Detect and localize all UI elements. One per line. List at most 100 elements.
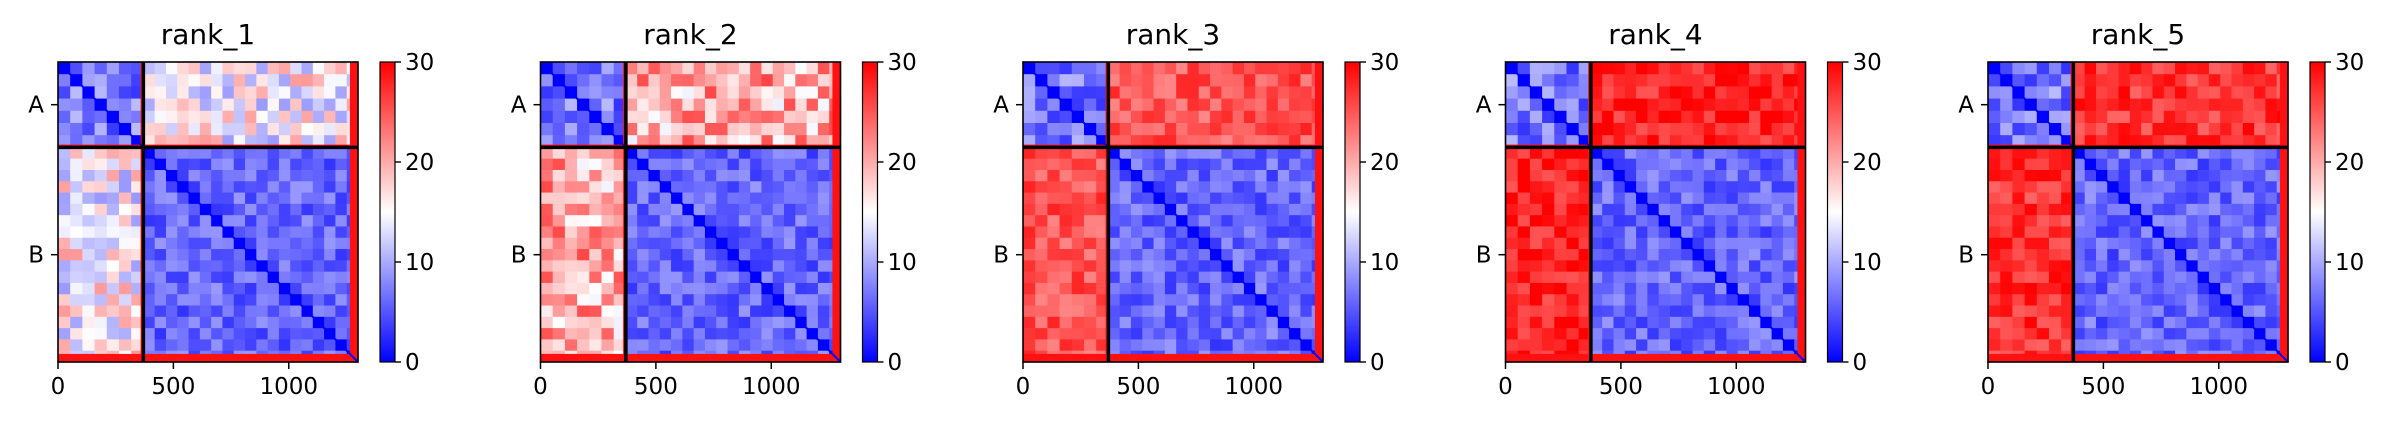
heatmap-cell	[2242, 305, 2255, 318]
heatmap-cell	[637, 282, 650, 295]
heatmap-cell	[1108, 305, 1121, 318]
heatmap-cell	[1035, 122, 1048, 136]
heatmap-cell	[671, 282, 683, 295]
heatmap-cell	[118, 260, 132, 273]
heatmap-cell	[577, 215, 590, 228]
heatmap-cell	[143, 169, 156, 182]
heatmap-cell	[2084, 237, 2097, 250]
heatmap-cell	[1153, 86, 1166, 100]
heatmap-cell	[1153, 98, 1166, 112]
heatmap-cell	[1715, 260, 1728, 273]
heatmap-cell	[1153, 181, 1166, 194]
heatmap-cell	[1517, 305, 1531, 318]
heatmap-cell	[2129, 305, 2142, 318]
heatmap-cell	[106, 328, 120, 341]
heatmap-cell	[1624, 282, 1637, 295]
heatmap-cell	[2265, 249, 2278, 261]
heatmap-cell	[1198, 86, 1211, 100]
heatmap-cell	[601, 260, 615, 273]
heatmap-cell	[1153, 203, 1166, 216]
heatmap-cell	[1221, 215, 1234, 228]
heatmap-cell	[1613, 271, 1626, 284]
heatmap-cell	[1083, 237, 1097, 250]
heatmap-cell	[1636, 282, 1648, 295]
heatmap-cell	[267, 215, 280, 228]
heatmap-cell	[2073, 260, 2086, 273]
heatmap-cell	[1289, 237, 1302, 250]
heatmap-cell	[312, 215, 325, 228]
heatmap-cell	[2061, 282, 2074, 295]
heatmap-cell	[1715, 192, 1728, 205]
heatmap-cell	[1529, 192, 1543, 205]
heatmap-cell	[188, 86, 201, 100]
heatmap-cell	[1210, 215, 1222, 228]
heatmap-cell	[154, 135, 167, 148]
heatmap-cell	[727, 305, 740, 318]
heatmap-cell	[2061, 181, 2074, 194]
heatmap-cell	[1119, 282, 1132, 295]
heatmap-cell	[682, 98, 695, 112]
colorbar-tick-label: 30	[888, 50, 917, 76]
heatmap-cell	[2197, 328, 2210, 341]
heatmap-cell	[1198, 147, 1211, 160]
heatmap-cell	[58, 181, 71, 194]
heatmap-cell	[716, 260, 729, 273]
heatmap-cell	[94, 169, 108, 182]
heatmap-cell	[2000, 169, 2013, 182]
heatmap-cell	[2095, 192, 2108, 205]
heatmap-cell	[1669, 169, 1682, 182]
heatmap-cell	[2129, 110, 2142, 124]
heatmap-cell	[1142, 249, 1155, 261]
heatmap-cell	[1578, 147, 1592, 160]
heatmap-cell	[1047, 181, 1061, 194]
heatmap-cell	[2254, 74, 2267, 87]
heatmap-cell	[82, 110, 96, 124]
heatmap-cell	[1681, 158, 1694, 171]
heatmap-cell	[601, 203, 615, 216]
heatmap-cell	[267, 169, 280, 182]
heatmap-cell	[2000, 62, 2013, 75]
heatmap-cell	[177, 86, 190, 100]
heatmap-cell	[94, 147, 108, 160]
heatmap-cell	[94, 271, 108, 284]
chain-label-B: B	[993, 243, 1009, 269]
heatmap-cell	[82, 339, 96, 352]
heatmap-cell	[301, 282, 314, 295]
heatmap-cell	[1221, 147, 1234, 160]
heatmap-cell	[2186, 271, 2199, 284]
heatmap-cell	[1164, 147, 1177, 160]
heatmap-cell	[188, 271, 201, 284]
heatmap-cell	[2242, 98, 2255, 112]
heatmap-cell	[648, 294, 661, 307]
heatmap-cell	[761, 305, 774, 318]
heatmap-cell	[2208, 316, 2221, 329]
heatmap-cell	[256, 135, 269, 148]
heatmap-cell	[2073, 98, 2086, 112]
heatmap-cell	[671, 316, 683, 329]
heatmap-cell	[1210, 282, 1222, 295]
heatmap-cell	[118, 305, 132, 318]
heatmap-cell	[761, 203, 774, 216]
heatmap-cell	[693, 282, 706, 295]
heatmap-cell	[1266, 181, 1279, 194]
heatmap-cell	[1023, 169, 1036, 182]
heatmap-cell	[1703, 147, 1716, 160]
heatmap-cell	[188, 282, 201, 295]
heatmap-cell	[2061, 260, 2074, 273]
heatmap-cell	[2197, 192, 2210, 205]
heatmap-cell	[1749, 237, 1761, 250]
heatmap-cell	[1715, 74, 1728, 87]
heatmap-cell	[1255, 249, 1268, 261]
heatmap-cell	[165, 74, 178, 87]
heatmap-cell	[1210, 98, 1222, 112]
heatmap-cell	[1198, 282, 1211, 295]
heatmap-cell	[738, 203, 751, 216]
heatmap-cell	[1164, 98, 1177, 112]
heatmap-cell	[727, 122, 740, 136]
heatmap-cell	[1988, 158, 2001, 171]
heatmap-cell	[1108, 135, 1121, 148]
heatmap-cell	[2118, 203, 2131, 216]
heatmap-cell	[1210, 158, 1222, 171]
heatmap-cell	[1083, 181, 1097, 194]
